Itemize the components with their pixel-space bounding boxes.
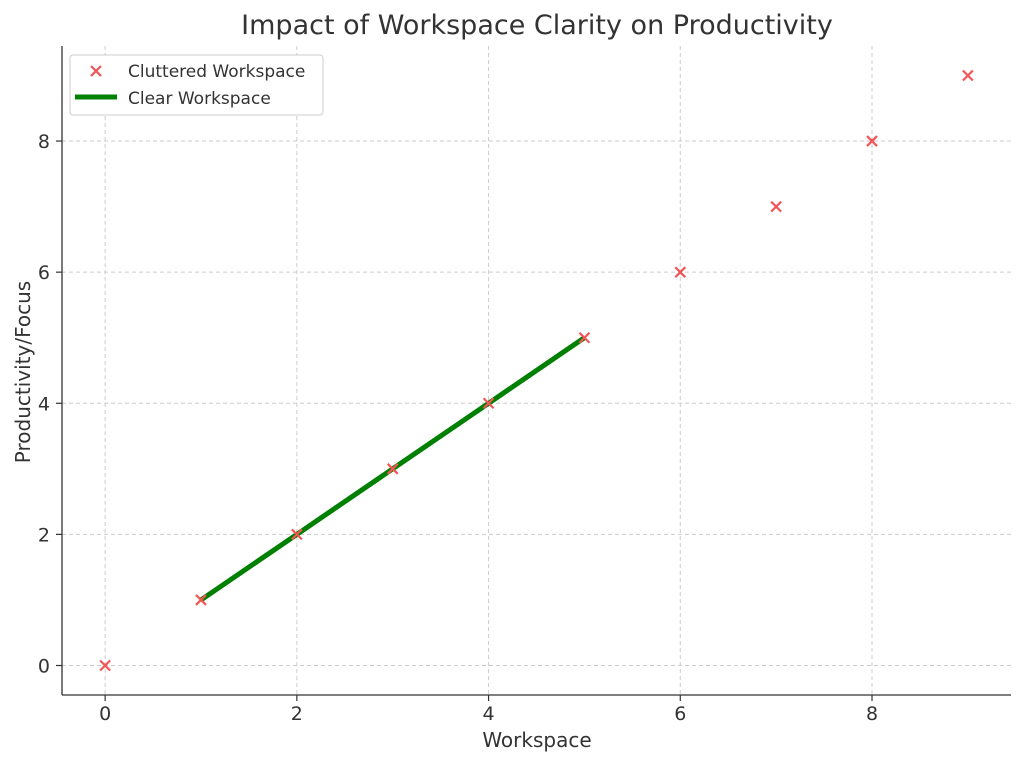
y-tick-label: 6 [38, 262, 50, 284]
legend-marker-cluttered [90, 65, 102, 77]
data-point-cluttered-workspace [482, 397, 495, 410]
legend-label-cluttered: Cluttered Workspace [128, 62, 305, 82]
data-point-cluttered-workspace [291, 528, 303, 541]
legend-box [69, 54, 324, 116]
y-ticks: 0 2 4 6 8 [38, 131, 62, 678]
plot-area [99, 69, 974, 672]
x-tick-label: 6 [674, 703, 686, 725]
legend-label-clear: Clear Workspace [128, 89, 271, 109]
x-tick-label: 4 [483, 703, 495, 725]
x-ticks: 0 2 4 6 8 [99, 695, 878, 725]
y-tick-label: 4 [38, 393, 50, 415]
chart-title: Impact of Workspace Clarity on Productiv… [241, 10, 833, 41]
data-point-cluttered-workspace [770, 200, 782, 213]
data-point-cluttered-workspace [962, 69, 974, 82]
axes [61, 46, 1011, 696]
data-point-cluttered-workspace [99, 659, 111, 672]
data-point-cluttered-workspace [578, 331, 591, 344]
y-tick-label: 2 [38, 524, 50, 546]
x-tick-label: 2 [291, 703, 303, 725]
x-tick-label: 8 [866, 703, 878, 725]
data-point-cluttered-workspace [195, 594, 207, 606]
x-axis-label: Workspace [482, 728, 591, 752]
y-axis-label: Productivity/Focus [11, 281, 35, 463]
legend: Cluttered Workspace Clear Workspace [69, 54, 324, 116]
y-tick-label: 8 [38, 131, 50, 153]
grid [62, 46, 1011, 695]
data-point-cluttered-workspace [674, 266, 687, 278]
data-point-cluttered-workspace [386, 463, 399, 475]
x-tick-label: 0 [99, 703, 111, 725]
data-point-cluttered-workspace [866, 135, 878, 147]
y-tick-label: 0 [38, 656, 50, 678]
